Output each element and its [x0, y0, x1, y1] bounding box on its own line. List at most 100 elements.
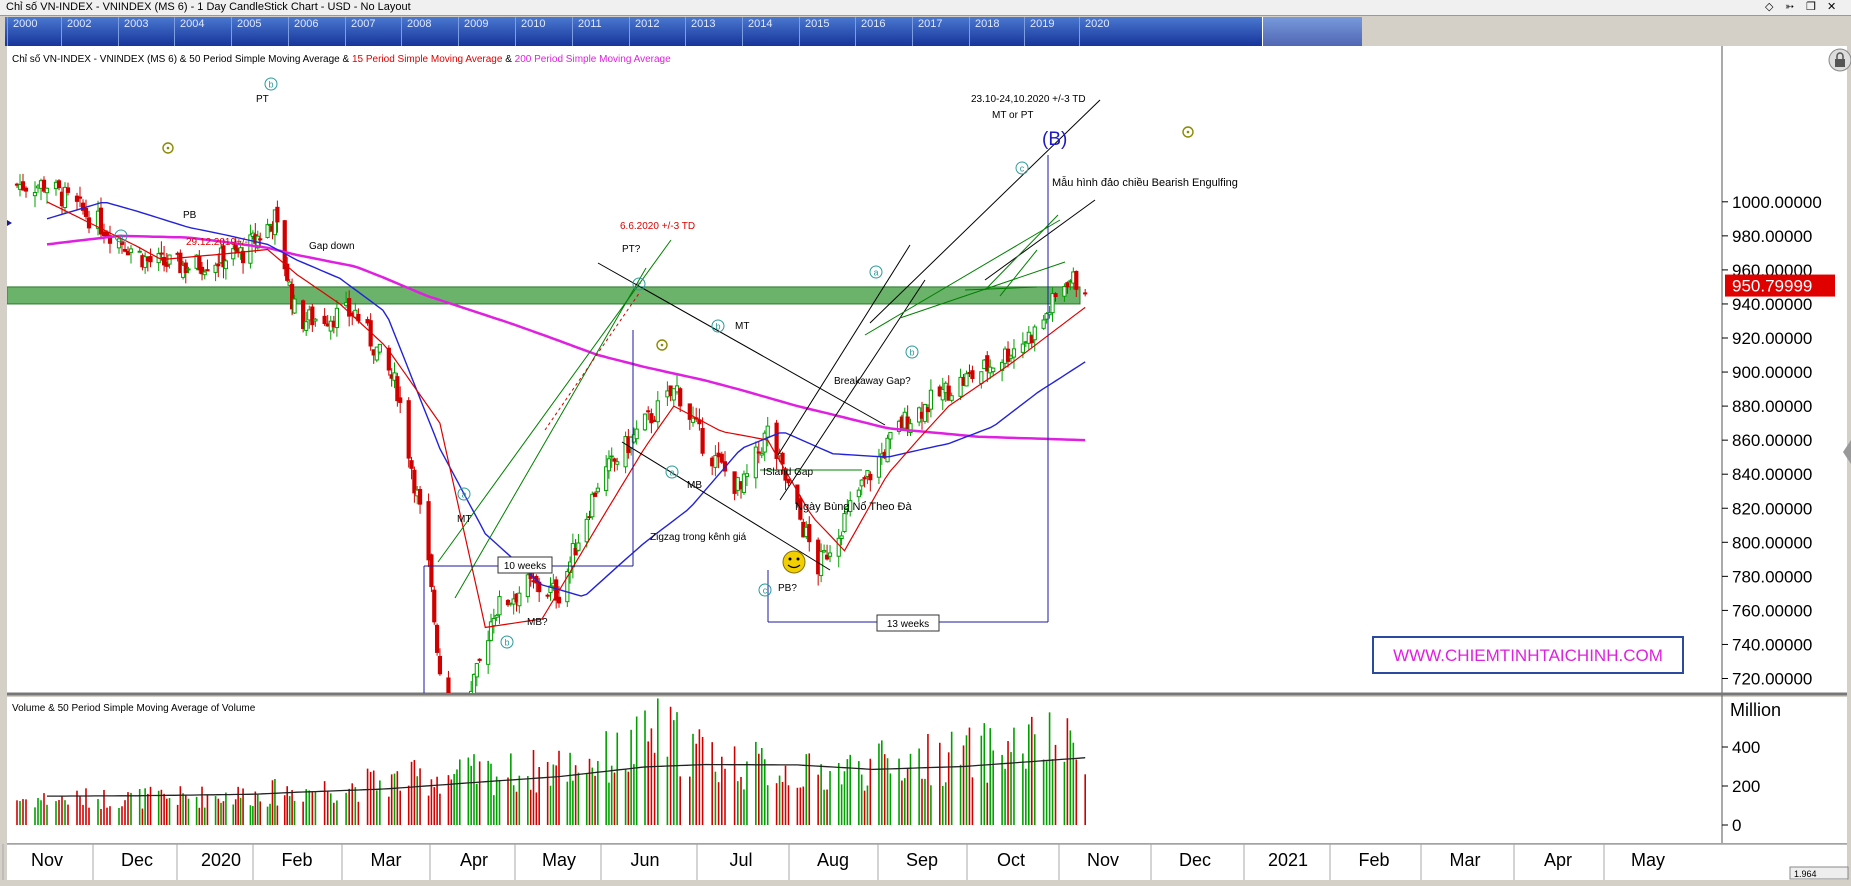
nav-year-label[interactable]: 2010 [521, 18, 546, 30]
year-navigator[interactable]: 2000 2002 2003 2004 2005 2006 2007 2008 2009 2010… [5, 17, 1362, 46]
candle [649, 408, 654, 434]
chart-annotation: Gap down [309, 241, 355, 252]
scroll-left-icon[interactable] [1843, 440, 1851, 464]
sma200-line [46, 234, 1086, 442]
wedge-line[interactable] [984, 214, 1059, 291]
candle [275, 200, 280, 233]
rising-channel-line[interactable] [899, 261, 1066, 319]
close-icon[interactable]: ✕ [1827, 1, 1837, 13]
candle [671, 388, 676, 407]
nav-year-label[interactable]: 2009 [464, 18, 489, 30]
candle [446, 670, 451, 693]
candle [178, 249, 183, 274]
nav-year-label[interactable]: 2005 [237, 18, 262, 30]
candle [395, 372, 400, 407]
nav-year-label[interactable]: 2002 [67, 18, 92, 30]
restore-icon[interactable]: ❐ [1806, 1, 1816, 13]
chart-annotation: MT [457, 514, 471, 525]
candle [839, 531, 844, 546]
nav-year-label[interactable]: 2020 [1085, 18, 1110, 30]
nav-year-label[interactable]: 2006 [294, 18, 319, 30]
diamond-icon[interactable]: ◇ [1765, 1, 1774, 13]
candle [1074, 270, 1079, 297]
candle [199, 261, 205, 281]
candle [429, 553, 434, 593]
y-tick-label: 900.00000 [1732, 363, 1812, 382]
candle [744, 464, 750, 487]
nav-year-label[interactable]: 2014 [748, 18, 773, 30]
nav-year-tick [799, 17, 800, 46]
svg-text:a: a [669, 468, 674, 478]
nav-year-label[interactable]: 2019 [1030, 18, 1055, 30]
x-tick-label: Apr [460, 850, 488, 870]
chart-annotation: PB [183, 210, 197, 221]
candle [646, 406, 651, 421]
lock-icon[interactable] [1828, 48, 1851, 72]
wedge-line[interactable] [869, 99, 1101, 324]
nav-year-label[interactable]: 2013 [691, 18, 716, 30]
candle [417, 485, 423, 514]
nav-year-label[interactable]: 2007 [351, 18, 376, 30]
svg-text:b: b [268, 80, 273, 90]
price-axis-panel [1722, 46, 1847, 693]
y-tick-label: 760.00000 [1732, 601, 1812, 620]
nav-year-tick [7, 17, 8, 46]
nav-year-label[interactable]: 2008 [407, 18, 432, 30]
nav-year-label[interactable]: 2000 [13, 18, 38, 30]
candle [161, 245, 167, 272]
nav-year-label[interactable]: 2012 [635, 18, 660, 30]
pin-icon[interactable]: ➳ [1785, 1, 1795, 13]
window-title: Chỉ số VN-INDEX - VNINDEX (MS 6) - 1 Day… [6, 1, 411, 13]
uptrend-channel-line[interactable] [437, 239, 672, 563]
nav-year-tick [515, 17, 516, 46]
rising-channel-line[interactable] [864, 219, 1061, 336]
nav-year-label[interactable]: 2011 [578, 18, 602, 30]
wave-label: a [869, 265, 883, 279]
price-panel [7, 46, 1722, 693]
x-tick-label: Mar [1450, 850, 1481, 870]
dotted-trend-line[interactable] [544, 291, 641, 431]
wave-label: c [632, 277, 646, 291]
candle [80, 199, 86, 215]
nav-year-label[interactable]: 2017 [918, 18, 943, 30]
candle [719, 451, 724, 464]
breakout-line[interactable] [777, 244, 911, 456]
support-line[interactable] [964, 286, 1038, 291]
candle [77, 186, 83, 208]
breakout-line[interactable] [779, 279, 926, 501]
uptrend-channel-line[interactable] [454, 267, 647, 599]
candle [128, 244, 134, 264]
nav-selection-window[interactable] [1262, 17, 1362, 46]
nav-year-label[interactable]: 2004 [180, 18, 205, 30]
downtrend-channel-line[interactable] [621, 441, 831, 571]
candle [1011, 339, 1017, 369]
volume-legend: Volume & 50 Period Simple Moving Average… [12, 703, 256, 714]
svg-text:a: a [118, 232, 123, 242]
downtrend-channel-line[interactable] [597, 262, 886, 426]
candle [928, 379, 933, 418]
thirteen-weeks-label: 13 weeks [876, 614, 940, 632]
x-tick-label: May [542, 850, 576, 870]
last-price-label: 950.79999 [1732, 277, 1812, 296]
candle [836, 528, 841, 568]
chart-annotation: MB [687, 480, 702, 491]
nav-year-label[interactable]: 2003 [124, 18, 149, 30]
candle [1032, 324, 1037, 352]
nav-year-label[interactable]: 2015 [805, 18, 830, 30]
x-tick-label: 2021 [1268, 850, 1308, 870]
candle [592, 491, 598, 497]
candle [985, 351, 990, 383]
candle [606, 450, 612, 479]
nav-year-label[interactable]: 2016 [861, 18, 886, 30]
candle [432, 585, 437, 625]
wedge-line[interactable] [984, 199, 1096, 281]
nav-year-label[interactable]: 2018 [975, 18, 1000, 30]
candle [471, 673, 477, 693]
chart-annotation: 6.6.2020 +/-3 TD [620, 221, 695, 232]
volume-axis-panel [1722, 697, 1847, 843]
candle [148, 248, 153, 268]
candle [856, 487, 861, 503]
candle [548, 577, 553, 601]
candle [859, 479, 864, 496]
